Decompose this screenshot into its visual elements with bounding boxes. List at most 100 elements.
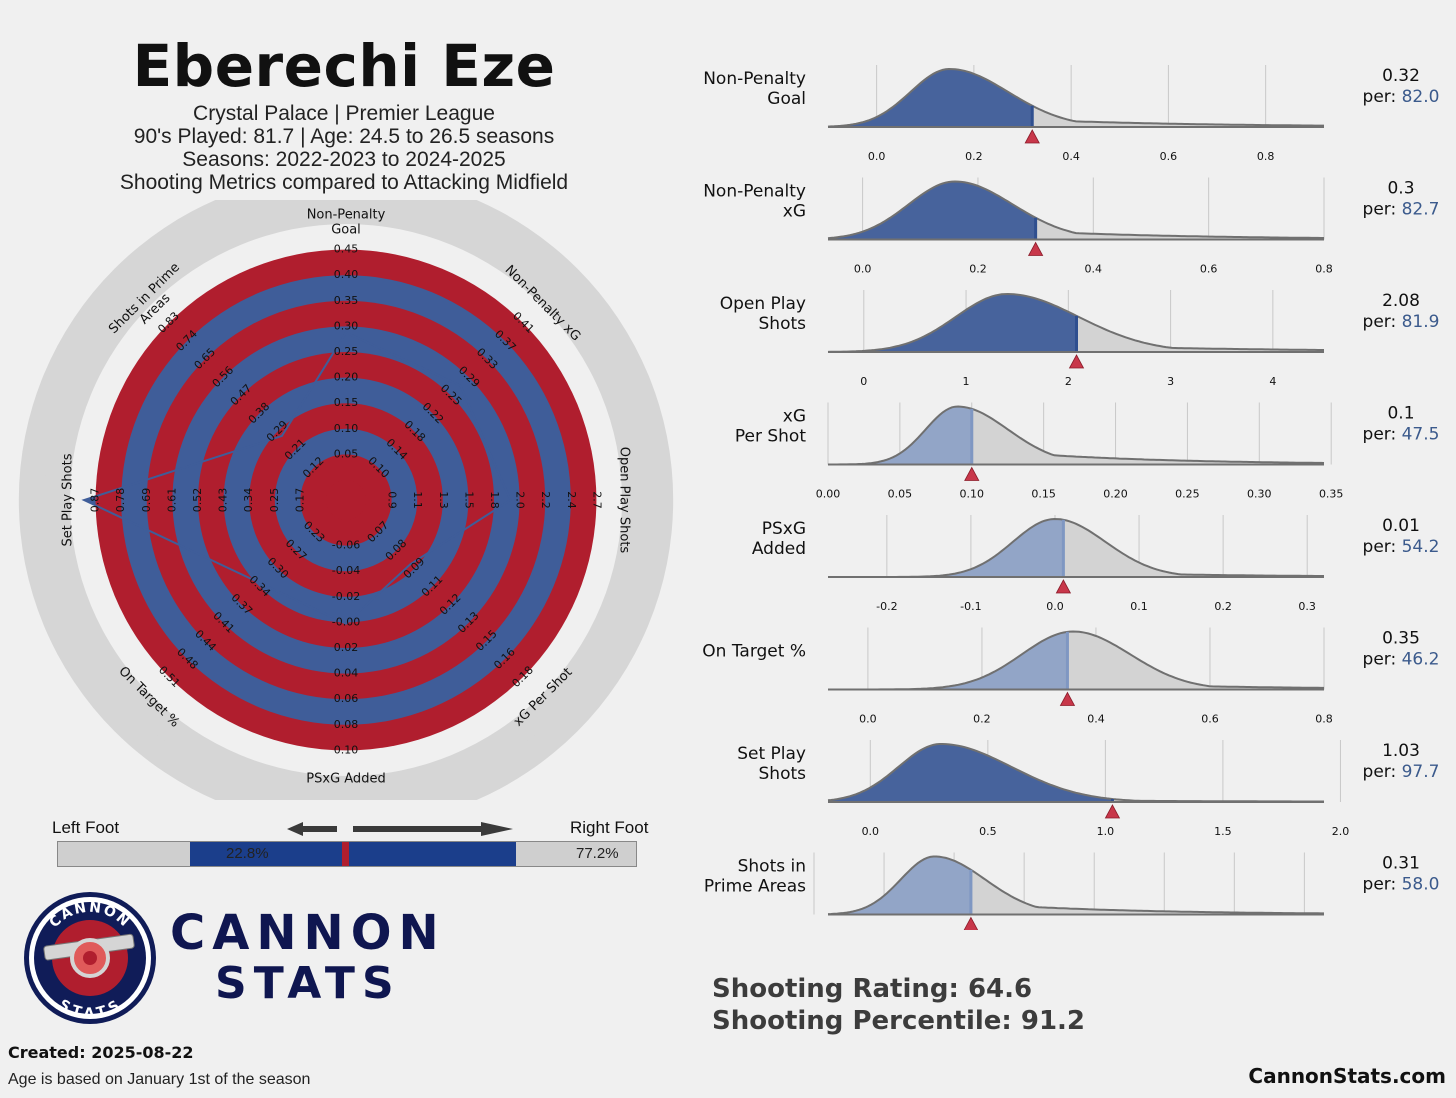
density-value-label: 1.03 bbox=[1382, 741, 1420, 761]
density-tick-label: 0.10 bbox=[960, 488, 985, 501]
density-metric-label: Set Play Shots bbox=[737, 744, 806, 784]
seasons: Seasons: 2022-2023 to 2024-2025 bbox=[182, 148, 506, 171]
density-curve bbox=[827, 855, 1324, 916]
site-url: CannonStats.com bbox=[1248, 1064, 1446, 1088]
density-value-label: 0.1 bbox=[1387, 404, 1414, 424]
density-tick-label: 0.4 bbox=[1087, 713, 1105, 726]
radar-tick-label: 0.06 bbox=[334, 692, 359, 705]
density-percentile-fill bbox=[828, 69, 1033, 127]
density-tick-label: 0.0 bbox=[1046, 600, 1064, 613]
radar-tick-label: 0.08 bbox=[334, 718, 359, 731]
density-tick-label: 0.15 bbox=[1031, 488, 1056, 501]
density-value-label: 0.3 bbox=[1387, 179, 1414, 199]
density-percentile-label: per: 82.0 bbox=[1363, 87, 1440, 107]
density-percentile-fill bbox=[828, 294, 1077, 352]
density-metric-label: Non-Penalty xG bbox=[703, 182, 806, 222]
density-tick-label: 0.2 bbox=[965, 150, 983, 163]
radar-tick-label: 0.78 bbox=[114, 488, 127, 513]
left-foot-value: 22.8% bbox=[226, 845, 269, 862]
density-tick-label: 0.0 bbox=[859, 713, 877, 726]
radar-tick-label: 0.02 bbox=[334, 641, 359, 654]
density-tick-label: 1 bbox=[963, 375, 970, 388]
radar-tick-label: 0.17 bbox=[293, 488, 306, 513]
radar-tick-label: 0.35 bbox=[334, 294, 359, 307]
radar-tick-label: -0.04 bbox=[332, 564, 360, 577]
density-value-marker bbox=[1104, 804, 1121, 819]
right-foot-share bbox=[190, 842, 516, 866]
density-tick-label: 0.2 bbox=[969, 263, 987, 276]
radar-tick-label: 1.1 bbox=[411, 491, 424, 509]
density-percentile-label: per: 47.5 bbox=[1363, 425, 1440, 445]
radar-tick-label: 0.9 bbox=[386, 491, 399, 509]
density-panel: -0.250.000.250.500.751.001.251.50Shots i… bbox=[704, 852, 1439, 930]
radar-tick-label: 0.10 bbox=[334, 743, 359, 756]
radar-tick-label: 0.30 bbox=[334, 319, 359, 332]
density-curve bbox=[827, 180, 1324, 240]
density-value-label: 2.08 bbox=[1382, 291, 1420, 311]
density-tick-label: 0.00 bbox=[816, 488, 841, 501]
radar-tick-label: 0.25 bbox=[334, 345, 359, 358]
density-tick-label: 0.4 bbox=[1062, 150, 1080, 163]
density-metric-label: xG Per Shot bbox=[735, 407, 806, 447]
density-tick-label: 0.8 bbox=[1315, 263, 1333, 276]
radar-tick-label: 0.25 bbox=[268, 488, 281, 513]
density-percentile-fill bbox=[828, 406, 972, 465]
density-area bbox=[828, 631, 1324, 690]
radar-tick-label: -0.00 bbox=[332, 615, 360, 628]
density-tick-label: 0.05 bbox=[888, 488, 913, 501]
density-panel: 0.00 0.05 0.10 0.15 0.20 0.25 0.30 0.35 xG Per Sh… bbox=[735, 402, 1440, 501]
radar-tick-label: 0.61 bbox=[165, 488, 178, 513]
density-tick-label: 0 bbox=[860, 375, 867, 388]
density-metric-label: Non-Penalty Goal bbox=[703, 69, 806, 109]
radar-tick-label: 0.87 bbox=[89, 488, 102, 513]
density-tick-label: 0.8 bbox=[1257, 150, 1275, 163]
density-value-label: 0.32 bbox=[1382, 66, 1420, 86]
density-percentile-fill bbox=[828, 856, 971, 915]
density-value-marker bbox=[1055, 579, 1072, 594]
right-foot-label: Right Foot bbox=[570, 818, 649, 837]
density-tick-label: 1.0 bbox=[1097, 825, 1115, 838]
density-tick-label: 0.8 bbox=[1315, 713, 1333, 726]
density-tick-label: 0.25 bbox=[1175, 488, 1200, 501]
density-area bbox=[828, 519, 1324, 577]
density-value-marker bbox=[1024, 129, 1040, 144]
left-arrow-icon bbox=[287, 822, 337, 836]
radar-tick-label: 0.69 bbox=[140, 488, 153, 513]
density-percentile-fill bbox=[828, 519, 1064, 577]
footedness-bar bbox=[57, 841, 637, 867]
density-value-label: 0.01 bbox=[1382, 516, 1420, 536]
density-tick-label: 0.2 bbox=[973, 713, 991, 726]
density-tick-label: 0.4 bbox=[1085, 263, 1103, 276]
player-name: Eberechi Eze bbox=[132, 32, 556, 100]
radar-axis-label: Set Play Shots bbox=[60, 453, 75, 546]
radar-chart: 0.05 0.10 0.15 0.20 0.25 0.30 0.35 0.40 0.45 Non-… bbox=[18, 200, 674, 800]
density-tick-label: 0.20 bbox=[1103, 488, 1128, 501]
radar-tick-label: 0.40 bbox=[334, 268, 359, 281]
radar-tick-label: 1.3 bbox=[437, 491, 450, 509]
radar-tick-label: 0.15 bbox=[334, 396, 359, 409]
brand-name-line1: CANNON bbox=[170, 905, 446, 961]
foot-arrows bbox=[287, 822, 513, 836]
shooting-rating: Shooting Rating: 64.6 bbox=[712, 974, 1033, 1004]
density-value-label: 0.31 bbox=[1382, 854, 1420, 874]
density-percentile-label: per: 54.2 bbox=[1363, 537, 1440, 557]
radar-axis-label: Non-Penalty Goal bbox=[307, 207, 386, 237]
radar-tick-label: 1.8 bbox=[488, 491, 501, 509]
shooting-percentile: Shooting Percentile: 91.2 bbox=[712, 1006, 1086, 1036]
density-value-marker bbox=[1059, 691, 1076, 706]
density-tick-label: 4 bbox=[1269, 375, 1276, 388]
density-metric-label: PSxG Added bbox=[752, 519, 806, 559]
radar-tick-label: 2.4 bbox=[565, 491, 578, 509]
density-value-marker bbox=[1068, 354, 1085, 369]
density-percentile-label: per: 46.2 bbox=[1363, 650, 1440, 670]
radar-tick-label: 2.0 bbox=[514, 491, 527, 509]
density-value-marker bbox=[964, 466, 980, 481]
created-date: Created: 2025-08-22 bbox=[8, 1043, 194, 1062]
radar-tick-label: 0.45 bbox=[334, 243, 359, 256]
density-tick-label: 0.1 bbox=[1130, 600, 1148, 613]
